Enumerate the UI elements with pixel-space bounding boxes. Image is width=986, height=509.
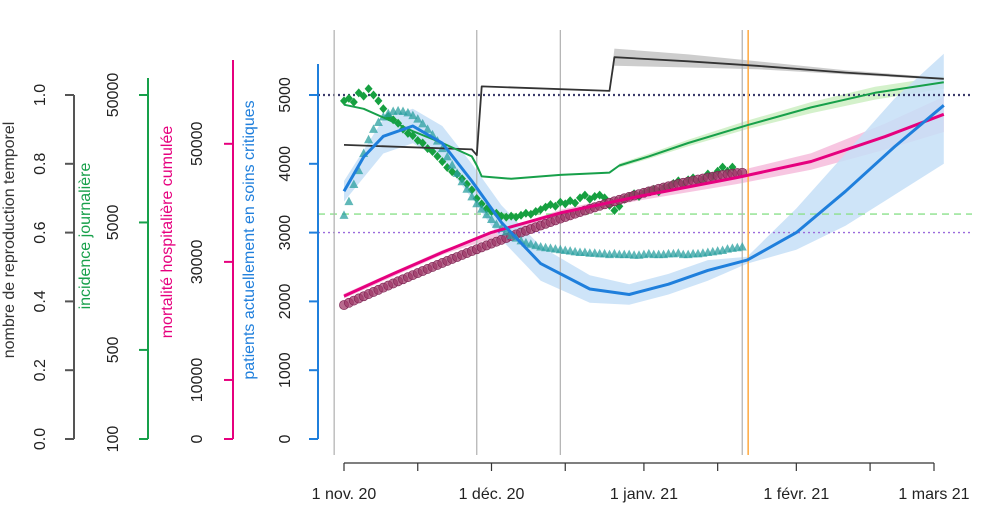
inc_fit-band bbox=[619, 76, 944, 168]
icu-point bbox=[462, 184, 472, 193]
icu-point bbox=[467, 191, 477, 201]
x-axis: 1 nov. 20 1 déc. 20 1 janv. 21 1 févr. 21 1 … bbox=[312, 462, 970, 503]
incidence-point bbox=[364, 84, 373, 94]
icu-point bbox=[737, 242, 747, 251]
mort-axis-label: mortalité hospitalière cumulée bbox=[159, 126, 176, 339]
r-tick-label: 0.4 bbox=[32, 290, 49, 312]
icu-point bbox=[398, 106, 408, 116]
y-axes: 0.0 0.2 0.4 0.6 0.8 1.0 nombre de reproduction… bbox=[1, 60, 319, 453]
incidence-point bbox=[408, 131, 417, 141]
inc-tick-label: 50000 bbox=[105, 73, 122, 118]
mort-tick-label: 50000 bbox=[189, 121, 206, 166]
icu-tick-label: 2000 bbox=[277, 284, 294, 320]
incidence-point bbox=[718, 162, 727, 172]
incidence-point bbox=[472, 194, 481, 204]
inc-tick-label: 100 bbox=[105, 426, 122, 453]
incidence-point bbox=[349, 97, 358, 107]
incidence-point bbox=[571, 198, 580, 208]
icu-point bbox=[339, 210, 349, 219]
icu-tick-label: 0 bbox=[277, 434, 294, 443]
r-tick-label: 1.0 bbox=[32, 84, 49, 106]
icu-point bbox=[418, 118, 428, 128]
icu-point bbox=[526, 239, 536, 248]
incidence-point bbox=[507, 211, 516, 221]
r-tick-label: 0.2 bbox=[32, 359, 49, 381]
incidence-point bbox=[379, 104, 388, 114]
icu-tick-label: 5000 bbox=[277, 77, 294, 113]
fitted-lines bbox=[342, 56, 945, 298]
inc-tick-label: 500 bbox=[105, 336, 122, 363]
icu-point bbox=[403, 107, 413, 117]
incidence-point bbox=[551, 201, 560, 211]
icu-point bbox=[349, 179, 359, 188]
incidence-point bbox=[521, 208, 530, 218]
icu-point bbox=[447, 160, 457, 169]
icu-point bbox=[364, 134, 374, 144]
mort-tick-label: 30000 bbox=[189, 240, 206, 285]
icu-tick-label: 4000 bbox=[277, 146, 294, 182]
x-tick-label: 1 janv. 21 bbox=[610, 486, 678, 503]
icu-point bbox=[673, 248, 683, 257]
icu_fit-line bbox=[342, 104, 945, 296]
icu-point bbox=[491, 219, 501, 228]
r-tick-label: 0.8 bbox=[32, 153, 49, 175]
incidence-point bbox=[580, 190, 589, 200]
icu-axis-label: patients actuellement en soins critiques bbox=[241, 100, 258, 379]
r_fit-line bbox=[343, 56, 944, 157]
icu-point bbox=[457, 176, 467, 186]
icu-point bbox=[452, 168, 462, 177]
incidence-point bbox=[610, 206, 619, 216]
x-tick-label: 1 déc. 20 bbox=[459, 486, 525, 503]
mort-tick-label: 10000 bbox=[189, 358, 206, 403]
r-axis-label: nombre de reproduction temporel bbox=[1, 122, 18, 359]
icu-point bbox=[442, 151, 452, 161]
inc-axis-label: incidence journalière bbox=[77, 163, 94, 310]
x-tick-label: 1 mars 21 bbox=[898, 486, 969, 503]
observed-points bbox=[339, 84, 748, 310]
icu-point bbox=[501, 226, 511, 236]
incidence-point bbox=[462, 179, 471, 189]
icu-point bbox=[531, 240, 541, 250]
icu-point bbox=[472, 198, 482, 208]
incidence-point bbox=[374, 96, 383, 106]
inc_fit-line bbox=[343, 81, 944, 180]
incidence-point bbox=[418, 138, 427, 148]
incidence-point bbox=[359, 91, 368, 101]
icu-point bbox=[477, 204, 487, 213]
icu-point bbox=[482, 209, 492, 219]
r-tick-label: 0.0 bbox=[32, 428, 49, 450]
mort-tick-label: 0 bbox=[189, 434, 206, 443]
icu-tick-label: 3000 bbox=[277, 215, 294, 251]
x-tick-label: 1 févr. 21 bbox=[763, 486, 829, 503]
mort_fit-line bbox=[343, 112, 945, 298]
icu-tick-label: 1000 bbox=[277, 352, 294, 388]
vertical-lines bbox=[333, 30, 749, 455]
incidence-point bbox=[433, 151, 442, 161]
incidence-point bbox=[369, 90, 378, 100]
x-tick-label: 1 nov. 20 bbox=[312, 486, 377, 503]
incidence-point bbox=[428, 147, 437, 157]
icu-point bbox=[344, 196, 354, 206]
incidence-point bbox=[344, 93, 353, 103]
icu-point bbox=[369, 124, 378, 133]
icu-point bbox=[423, 124, 433, 133]
icu-point bbox=[413, 114, 423, 123]
icu-point bbox=[408, 110, 418, 120]
icu-point bbox=[373, 117, 383, 127]
incidence-point bbox=[502, 212, 511, 222]
incidence-point bbox=[443, 162, 452, 172]
icu-point bbox=[487, 214, 496, 224]
icu_fit-band bbox=[344, 53, 944, 305]
inc-tick-label: 5000 bbox=[105, 205, 122, 241]
r-tick-label: 0.6 bbox=[32, 221, 49, 243]
